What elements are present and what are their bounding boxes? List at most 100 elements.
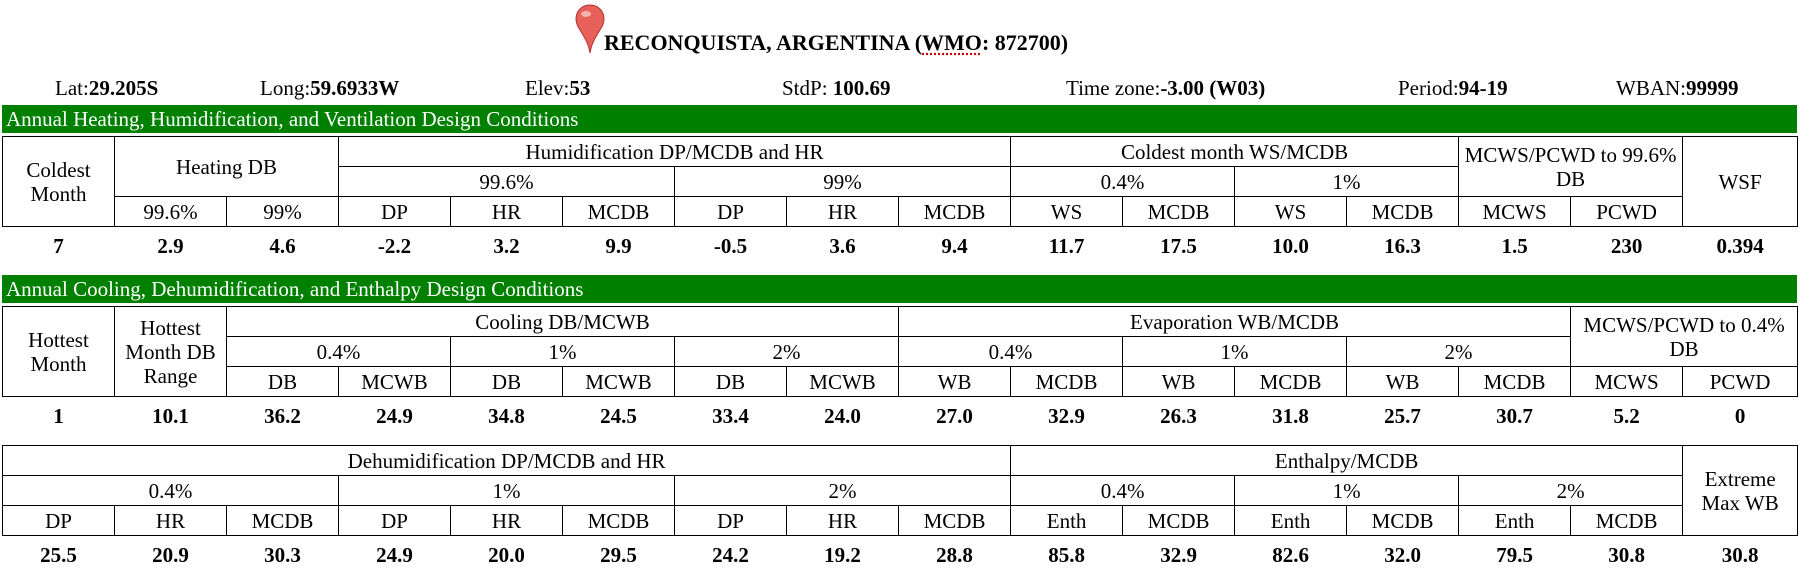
heating-value-4: 3.2 <box>493 234 520 258</box>
cooling-value-3: 24.9 <box>376 404 413 428</box>
cooling-col-header-1: MCWB <box>338 366 451 397</box>
period: Period:94-19 <box>1398 76 1508 100</box>
heating-table: Coldest Month Heating DB Humidification … <box>2 136 1799 265</box>
humid-996-header: 99.6% <box>338 166 675 197</box>
dehum-col-header-0: DP <box>2 505 115 536</box>
cool-1-header: 1% <box>450 336 675 367</box>
dehum-value-7: 19.2 <box>824 543 861 567</box>
cooling-table: Hottest Month Hottest Month DB Range Coo… <box>2 306 1799 435</box>
cooling-value-13: 30.7 <box>1496 404 1533 428</box>
evaporation-header: Evaporation WB/MCDB <box>898 306 1572 337</box>
humidification-header: Humidification DP/MCDB and HR <box>337 136 1012 167</box>
cooling-value-12: 25.7 <box>1384 404 1421 428</box>
dehum-value-10: 32.9 <box>1160 543 1197 567</box>
heating-col-header-13: PCWD <box>1570 196 1684 227</box>
dehum-col-header-10: MCDB <box>1122 505 1236 536</box>
cooling-value-7: 24.0 <box>824 404 861 428</box>
heating-col-header-11: MCDB <box>1346 196 1460 227</box>
cooling-value-11: 31.8 <box>1272 404 1309 428</box>
heating-value-8: 9.4 <box>941 234 968 258</box>
hottest-range-header: Hottest Month DB Range <box>114 306 227 397</box>
heating-value-9: 11.7 <box>1048 234 1085 258</box>
dehum-col-header-12: MCDB <box>1346 505 1460 536</box>
heating-col-header-0: 99.6% <box>114 196 227 227</box>
heating-value-5: 9.9 <box>605 234 632 258</box>
cooling-col-header-9: MCDB <box>1234 366 1348 397</box>
heating-col-header-9: MCDB <box>1122 196 1236 227</box>
enth-2-header: 2% <box>1458 475 1684 506</box>
time-zone: Time zone:-3.00 (W03) <box>1066 76 1266 100</box>
dehum-value-4: 20.0 <box>488 543 525 567</box>
cooling-value-15: 0 <box>1734 404 1746 428</box>
heating-value-1: 2.9 <box>157 234 184 258</box>
dehum-value-13: 79.5 <box>1496 543 1533 567</box>
dehum-value-3: 24.9 <box>376 543 413 567</box>
heating-col-header-6: HR <box>786 196 899 227</box>
dehum-value-6: 24.2 <box>712 543 749 567</box>
enth-1-header: 1% <box>1234 475 1460 506</box>
dehum-col-header-5: MCDB <box>562 505 675 536</box>
dehum-1-header: 1% <box>338 475 675 506</box>
extreme-wb-header: Extreme Max WB <box>1682 445 1799 536</box>
cooling-value-14: 5.2 <box>1613 404 1640 428</box>
cooling-col-header-5: MCWB <box>785 366 900 397</box>
heating-value-12: 16.3 <box>1384 234 1421 258</box>
cooling-col-header-7: MCDB <box>1010 366 1124 397</box>
dehum-col-header-6: DP <box>674 505 787 536</box>
heating-value-7: 3.6 <box>829 234 856 258</box>
heating-value-11: 10.0 <box>1272 234 1309 258</box>
heating-value-10: 17.5 <box>1160 234 1197 258</box>
evap-1-header: 1% <box>1122 336 1348 367</box>
heating-value-2: 4.6 <box>269 234 296 258</box>
dehum-col-header-11: Enth <box>1234 505 1348 536</box>
heating-value-3: -2.2 <box>377 234 412 258</box>
dehum-value-12: 32.0 <box>1384 543 1421 567</box>
cooling-col-header-8: WB <box>1122 366 1236 397</box>
cooling-col-header-10: WB <box>1346 366 1460 397</box>
dehum-value-15: 30.8 <box>1721 543 1759 567</box>
latitude: Lat:29.205S <box>55 76 159 100</box>
heating-col-header-3: HR <box>450 196 563 227</box>
cooling-value-4: 34.8 <box>488 404 525 428</box>
cooling-col-header-11: MCDB <box>1458 366 1572 397</box>
enth-04-header: 0.4% <box>1010 475 1236 506</box>
dehum-header: Dehumidification DP/MCDB and HR <box>1 445 1012 476</box>
dehum-04-header: 0.4% <box>2 475 339 506</box>
heating-col-header-5: DP <box>674 196 787 227</box>
cooling-mcws-header: MCWS/PCWD to 0.4% DB <box>1570 306 1799 367</box>
cooling-value-9: 32.9 <box>1048 404 1085 428</box>
station-info: Lat:29.205S Long:59.6933W Elev:53 StdP: … <box>0 76 1799 102</box>
heating-col-header-12: MCWS <box>1458 196 1572 227</box>
heating-value-6: -0.5 <box>713 234 748 258</box>
enthalpy-header: Enthalpy/MCDB <box>1010 445 1684 476</box>
cool-04-header: 0.4% <box>226 336 451 367</box>
coldest-ws-header: Coldest month WS/MCDB <box>1010 136 1460 167</box>
dehum-col-header-3: DP <box>338 505 451 536</box>
heating-value-14: 230 <box>1610 234 1643 258</box>
cooling-value-10: 26.3 <box>1160 404 1197 428</box>
evap-04-header: 0.4% <box>898 336 1124 367</box>
hottest-month-header: Hottest Month <box>2 306 115 397</box>
dehum-col-header-1: HR <box>114 505 227 536</box>
cool-2-header: 2% <box>673 336 900 367</box>
cooling-col-header-13: PCWD <box>1682 366 1799 397</box>
cooling-col-header-6: WB <box>898 366 1012 397</box>
dehum-col-header-4: HR <box>450 505 563 536</box>
heating-db-header: Heating DB <box>114 136 339 197</box>
dehum-col-header-2: MCDB <box>226 505 339 536</box>
cooling-col-header-12: MCWS <box>1570 366 1684 397</box>
station-header: RECONQUISTA, ARGENTINA (WMO: 872700) <box>0 0 1799 62</box>
cooling-col-header-4: DB <box>674 366 787 397</box>
heating-section-title: Annual Heating, Humidification, and Vent… <box>2 105 1797 133</box>
heating-col-header-4: MCDB <box>562 196 675 227</box>
dehum-col-header-14: MCDB <box>1570 505 1684 536</box>
dehum-value-9: 85.8 <box>1048 543 1085 567</box>
ws-1-header: 1% <box>1234 166 1460 197</box>
cooling-db-header: Cooling DB/MCWB <box>225 306 900 337</box>
wban: WBAN:99999 <box>1616 76 1739 100</box>
dehum-value-11: 82.6 <box>1272 543 1309 567</box>
cooling-value-2: 36.2 <box>264 404 301 428</box>
dehum-value-1: 20.9 <box>152 543 189 567</box>
dehumidification-table: Dehumidification DP/MCDB and HR Enthalpy… <box>1 445 1799 574</box>
heating-col-header-7: MCDB <box>897 196 1012 227</box>
